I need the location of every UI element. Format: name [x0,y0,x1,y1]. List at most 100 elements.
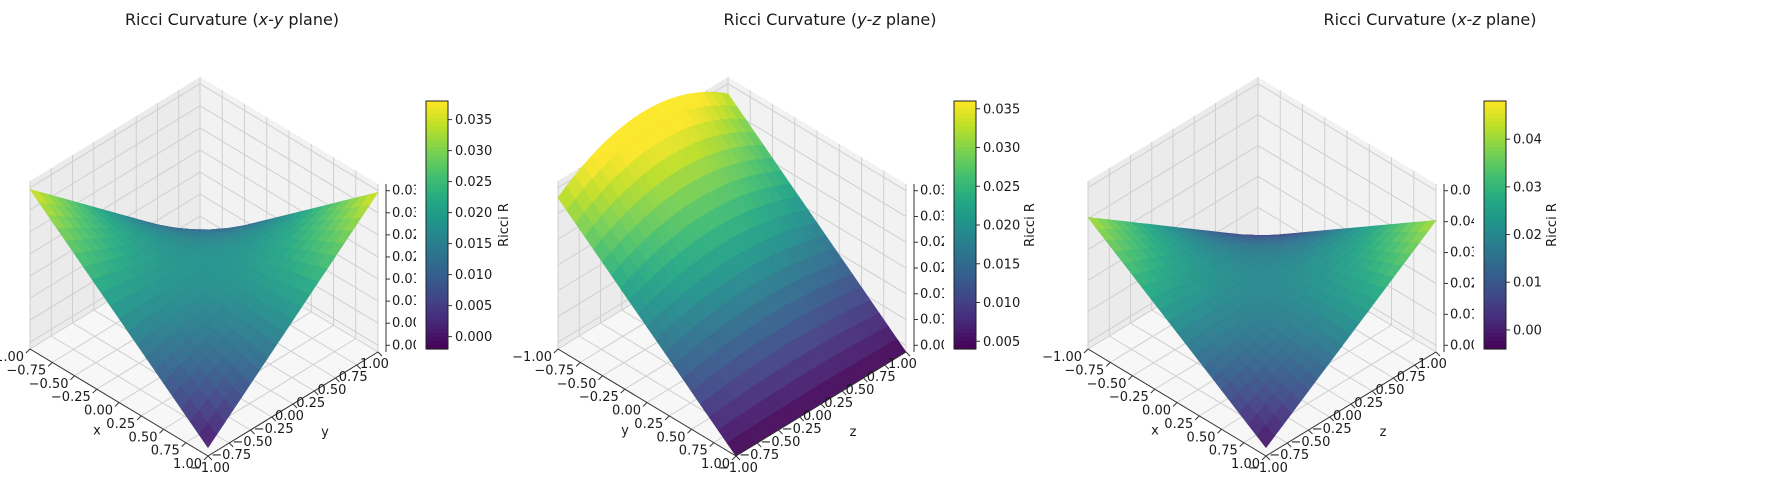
gridline [1087,114,1437,223]
colorbar-frame [1483,100,1507,350]
gridline [29,127,379,236]
colorbar-segment [1484,266,1506,272]
x-tick-label: −0.25 [1109,390,1149,405]
colorbar-segment [426,299,448,305]
x-tick-label: 0.25 [1164,417,1193,432]
colorbar-segment [426,101,448,106]
colorbar-segment [1484,142,1506,148]
colorbar-segment [1484,101,1506,106]
y-tick-label: −0.25 [254,422,294,437]
y-tick-mark [884,364,890,370]
colorbar-segment [954,196,976,201]
colorbar-segment [426,328,448,334]
colorbar-segment [1484,134,1506,139]
colorbar-segment [954,125,976,131]
chart-title: Ricci Curvature (x-y plane) [125,10,339,29]
colorbar-segment [426,109,448,114]
colorbar-tick-label: 0.000 [455,330,492,345]
colorbar-segment [1484,299,1506,305]
colorbar-segment [954,187,976,193]
colorbar-segment [1484,270,1506,276]
colorbar-segment [954,344,976,350]
x-tick-mark [709,442,715,447]
colorbar-tick-label: 0.025 [455,175,492,190]
x-tick-mark [598,375,603,381]
z-tick-label: 0.03 [1450,246,1479,261]
colorbar-segment [954,287,976,292]
y-tick-mark [1265,455,1271,461]
colorbar-segment [1484,225,1506,230]
colorbar-segment [426,336,448,342]
colorbar-segment [1484,253,1506,259]
colorbar-segment [954,282,976,288]
y-tick-label: 0.75 [867,370,896,385]
colorbar-segment [1484,208,1506,214]
x-tick-mark [1150,388,1156,394]
colorbar-segment [426,183,448,189]
colorbar-segment [426,274,448,280]
x-tick-label: −0.50 [557,377,597,392]
x-tick-label: −0.75 [1064,363,1104,378]
colorbar-segment [954,241,976,247]
colorbar-segment [1484,311,1506,317]
y-tick-mark [207,455,213,461]
colorbar-tick-label: 0.005 [455,299,492,314]
y-tick-label: −0.25 [782,422,822,437]
y-tick-label: −0.25 [1312,422,1352,437]
y-tick-label: 0.25 [824,396,853,411]
colorbar-segment [1484,154,1506,160]
x-tick-mark [1128,375,1133,381]
x-tick-label: 0.75 [151,444,180,459]
x-tick-mark [203,455,209,461]
colorbar-label: Ricci R [1545,203,1560,247]
y-tick-mark [356,364,362,370]
x-tick-label: 0.75 [1209,444,1238,459]
colorbar-segment [954,229,976,234]
colorbar-segment [1484,344,1506,350]
y-axis-label: z [1380,425,1387,440]
colorbar-tick-label: 0.025 [983,180,1020,195]
colorbar-segment [426,220,448,226]
y-tick-label: −0.50 [761,435,801,450]
x-tick-label: −0.50 [1087,377,1127,392]
colorbar-segment [954,233,976,238]
colorbar-segment [1484,229,1506,234]
y-tick-label: 1.00 [1418,357,1447,372]
y-tick-mark [1414,364,1420,370]
y-tick-mark [1393,377,1398,383]
colorbar-segment [1484,336,1506,342]
colorbar-segment [954,220,976,226]
colorbar-segment [426,324,448,329]
x-tick-mark [1239,442,1245,447]
y-tick-label: −0.75 [739,448,779,463]
colorbar-segment [1484,167,1506,172]
colorbar-segment [426,167,448,172]
y-tick-mark [228,442,234,448]
z-tick-label: 0.01 [1450,307,1479,322]
y-tick-label: 0.50 [318,383,347,398]
colorbar-segment [954,303,976,309]
colorbar-label: Ricci R [497,203,512,247]
x-tick-label: −1.00 [1042,350,1082,365]
y-tick-mark [841,390,847,396]
colorbar-segment [1484,287,1506,292]
colorbar-tick-label: 0.010 [983,296,1020,311]
colorbar-segment [1484,282,1506,288]
colorbar-segment [426,340,448,346]
colorbar-segment [1484,125,1506,131]
x-tick-label: −1.00 [512,350,552,365]
colorbar-segment [426,121,448,127]
chart-title: Ricci Curvature (y-z plane) [723,10,936,29]
x-tick-label: 1.00 [1231,457,1260,472]
colorbar-segment [1484,295,1506,300]
colorbar-segment [426,233,448,238]
colorbar-tick-label: 0.00 [1513,323,1542,338]
x-tick-mark [1261,455,1267,461]
colorbar-segment [954,105,976,110]
surface [1087,217,1437,449]
colorbar-segment [426,295,448,300]
colorbar-segment [1484,245,1506,251]
x-tick-mark [114,402,120,407]
colorbar-segment [426,163,448,168]
colorbar-segment [426,241,448,247]
